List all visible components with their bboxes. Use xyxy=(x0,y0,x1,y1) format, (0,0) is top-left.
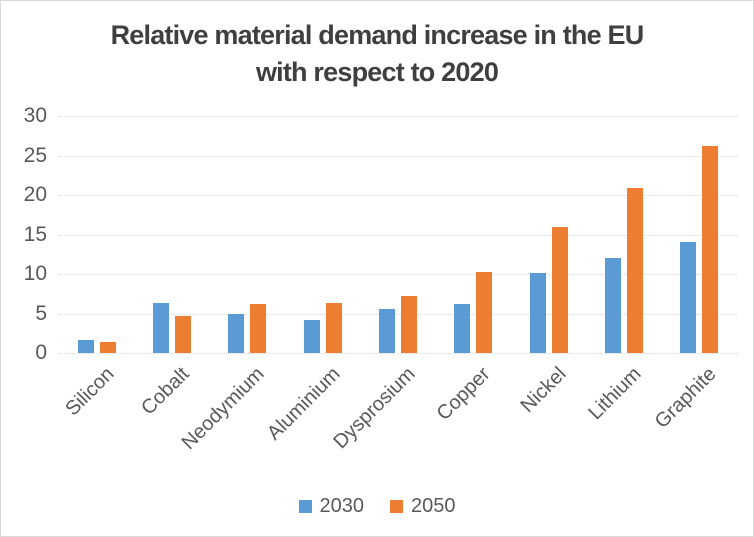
bar-copper-2030 xyxy=(454,304,471,353)
legend-label-2050: 2050 xyxy=(411,495,456,517)
bar-neodymium-2050 xyxy=(250,304,267,353)
bar-graphite-2030 xyxy=(680,241,697,353)
bar-neodymium-2030 xyxy=(228,314,245,353)
y-axis-tick-label: 25 xyxy=(23,143,47,167)
legend-swatch-2050 xyxy=(390,500,403,513)
gridline-20 xyxy=(59,195,737,196)
gridline-15 xyxy=(59,234,737,236)
bar-nickel-2030 xyxy=(529,273,546,353)
chart-title: Relative material demand increase in the… xyxy=(1,17,753,91)
y-axis-tick-label: 5 xyxy=(35,301,47,325)
chart-title-line1: Relative material demand increase in the… xyxy=(110,20,645,50)
chart-title-line2: with respect to 2020 xyxy=(255,57,499,87)
gridline-0 xyxy=(59,353,737,354)
legend-item-2030: 2030 xyxy=(298,495,365,518)
y-axis-tick-label: 10 xyxy=(23,262,47,285)
bar-cobalt-2050 xyxy=(175,315,191,353)
bar-silicon-2030 xyxy=(77,339,94,353)
bar-dysprosium-2030 xyxy=(379,308,395,353)
legend-item-2050: 2050 xyxy=(390,495,456,518)
y-axis-tick-label: 15 xyxy=(23,222,47,246)
bar-aluminium-2050 xyxy=(325,303,342,353)
bar-copper-2050 xyxy=(476,271,493,353)
legend-label-2030: 2030 xyxy=(319,495,365,517)
gridline-5 xyxy=(59,313,737,315)
bar-nickel-2050 xyxy=(551,226,568,353)
legend: 2030 2050 xyxy=(1,495,753,518)
bar-dysprosium-2050 xyxy=(401,296,417,353)
legend-swatch-2030 xyxy=(298,500,312,513)
gridline-10 xyxy=(59,274,737,275)
bar-graphite-2050 xyxy=(702,146,719,353)
bar-silicon-2050 xyxy=(99,341,116,353)
bar-lithium-2030 xyxy=(605,258,621,353)
gridline-30 xyxy=(59,116,737,117)
bar-lithium-2050 xyxy=(627,187,643,353)
y-axis-tick-label: 30 xyxy=(23,104,47,127)
gridline-25 xyxy=(59,155,737,157)
y-axis-tick-label: 20 xyxy=(23,183,47,206)
bar-cobalt-2030 xyxy=(153,303,169,353)
y-axis-tick-label: 0 xyxy=(35,341,47,364)
plot-area: 0 5 10 15 20 25 30 Silicon Cobalt Neodymium Alumin… xyxy=(24,104,737,454)
bar-aluminium-2030 xyxy=(303,319,320,353)
